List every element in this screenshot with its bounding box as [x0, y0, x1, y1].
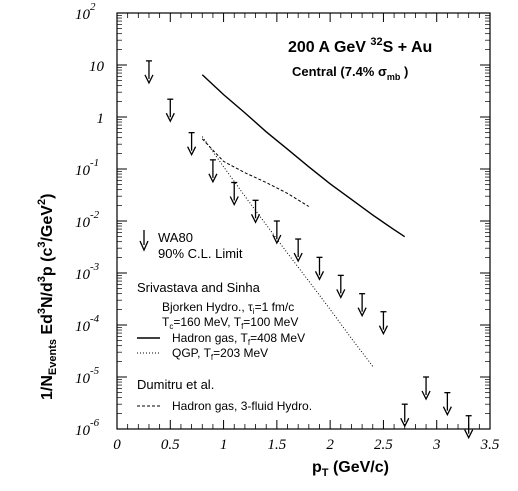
upper-limit-head: [378, 325, 389, 336]
legend-wa80-arrow-head: [139, 240, 149, 252]
upper-limit-head: [272, 234, 282, 245]
x-tick-label: 0: [113, 437, 121, 453]
upper-limit-arrow: [336, 274, 346, 299]
upper-limit-arrow: [400, 403, 410, 428]
upper-limit-arrow: [293, 238, 303, 263]
y-tick-exponent: 2: [90, 1, 96, 13]
upper-limit-arrow: [357, 293, 367, 318]
upper-limit-head: [250, 214, 261, 224]
y-tick-exponent: -3: [90, 261, 100, 273]
curve-3fluid-hydro: [201, 138, 310, 207]
upper-limit-arrow: [464, 415, 474, 440]
upper-limit-arrow: [421, 376, 431, 401]
upper-limit-arrow: [208, 159, 218, 184]
ticks-layer: 0 0.5 1 1.5 2 2.5 3 3.510 210110-110-210-310-410…: [75, 1, 500, 453]
x-tick-label: 1.5: [267, 437, 286, 453]
upper-limit-arrow: [272, 220, 282, 245]
upper-limit-arrow: [250, 199, 261, 224]
upper-limit-head: [165, 112, 175, 123]
upper-limit-head: [336, 289, 346, 299]
upper-limit-head: [187, 146, 197, 157]
legend-bjorken: Bjorken Hydro., τi=1 fm/c: [162, 300, 294, 316]
legend-group-dumitru: Dumitru et al.: [137, 377, 214, 392]
legend-qgp-label: QGP, Tf=203 MeV: [172, 346, 268, 362]
legend-temperatures: Tc=160 MeV, Tf=100 MeV: [162, 315, 298, 331]
upper-limit-head: [229, 196, 239, 206]
x-tick-label: 2: [326, 437, 334, 453]
x-tick-label: 0.5: [161, 437, 180, 453]
upper-limit-arrow: [442, 392, 452, 417]
upper-limit-head: [314, 271, 325, 281]
upper-limit-arrow: [165, 98, 175, 123]
legend-group-srivastava: Srivastava and Sinha: [137, 280, 261, 295]
upper-limit-head: [293, 252, 303, 263]
legend-hydro3-label: Hadron gas, 3-fluid Hydro.: [172, 399, 312, 413]
y-tick-label: 1: [97, 111, 105, 127]
upper-limit-arrow: [314, 256, 325, 281]
upper-limit-arrow: [229, 181, 239, 206]
upper-limit-head: [464, 429, 474, 440]
y-tick-label: 10: [75, 215, 91, 231]
x-axis-label: pT (GeV/c): [312, 459, 389, 479]
upper-limit-head: [357, 307, 367, 318]
y-tick-label: 10: [75, 319, 91, 335]
legend: WA80 90% C.L. Limit Srivastava and Sinha…: [137, 230, 312, 413]
upper-limit-arrow: [144, 60, 154, 85]
chart-subtitle: Central (7.4% σmb ): [292, 64, 408, 82]
x-tick-label: 3.5: [480, 437, 500, 453]
y-axis-label: 1/NEvents Ed3N/d3p (c3/GeV2): [36, 194, 59, 400]
y-tick-label: 10: [75, 423, 91, 439]
y-tick-label: 10: [75, 7, 91, 23]
upper-limit-head: [442, 406, 452, 417]
curve-hadron-gas: [201, 74, 406, 238]
upper-limit-arrow: [187, 132, 197, 157]
y-tick-exponent: -6: [90, 417, 100, 429]
legend-wa80-label: WA80: [158, 230, 193, 245]
y-tick-label: 10: [75, 163, 91, 179]
x-tick-label: 1: [220, 437, 228, 453]
y-tick-exponent: -2: [90, 209, 100, 221]
x-tick-label: 3: [432, 437, 441, 453]
upper-limit-head: [421, 390, 431, 401]
legend-hadron-label: Hadron gas, Tf=408 MeV: [172, 331, 305, 347]
x-tick-label: 2.5: [374, 437, 393, 453]
upper-limit-head: [144, 74, 154, 85]
curve-qgp: [201, 136, 374, 367]
y-tick-label: 10: [89, 59, 105, 75]
chart-title: 200 A GeV 32S + Au: [288, 36, 432, 56]
limits-layer: [144, 60, 474, 440]
upper-limit-head: [400, 417, 410, 428]
y-tick-exponent: -4: [90, 313, 100, 325]
y-tick-exponent: -5: [90, 365, 100, 377]
y-tick-label: 10: [75, 267, 91, 283]
y-tick-label: 10: [75, 371, 91, 387]
upper-limit-head: [208, 173, 218, 184]
upper-limit-arrow: [378, 311, 389, 336]
curves-layer: [201, 74, 406, 367]
plot-frame: [116, 12, 491, 430]
y-tick-exponent: -1: [90, 157, 99, 169]
legend-wa80-sublabel: 90% C.L. Limit: [158, 246, 243, 261]
